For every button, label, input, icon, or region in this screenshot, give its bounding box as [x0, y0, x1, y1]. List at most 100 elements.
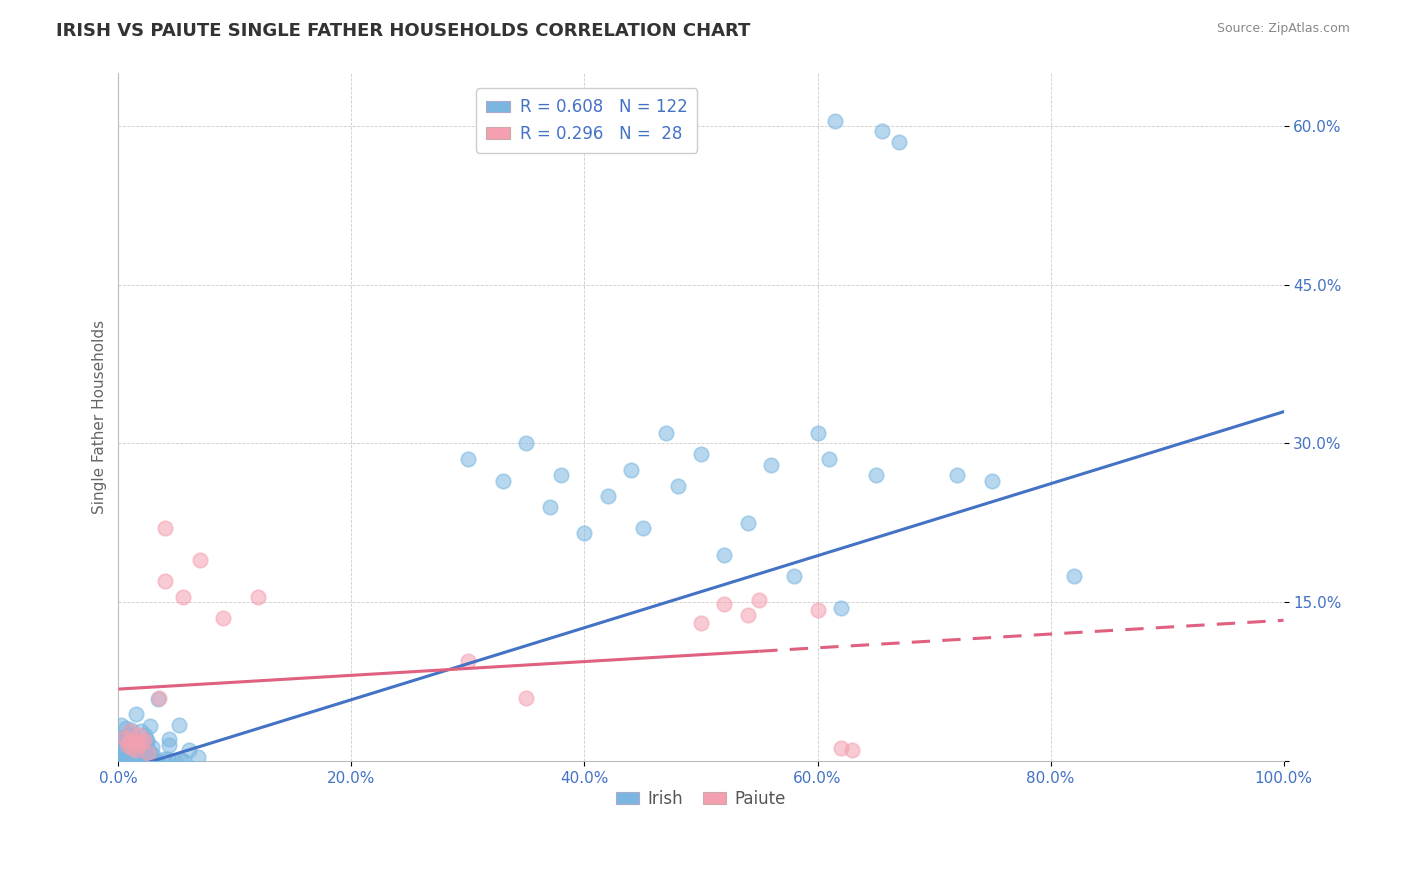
- Point: [187, 750, 209, 764]
- Point: [114, 752, 136, 766]
- Text: IRISH VS PAIUTE SINGLE FATHER HOUSEHOLDS CORRELATION CHART: IRISH VS PAIUTE SINGLE FATHER HOUSEHOLDS…: [56, 22, 751, 40]
- Point: [118, 735, 141, 749]
- Point: [824, 113, 846, 128]
- Point: [131, 745, 153, 759]
- Text: Source: ZipAtlas.com: Source: ZipAtlas.com: [1216, 22, 1350, 36]
- Point: [212, 611, 235, 625]
- Point: [457, 452, 479, 467]
- Point: [631, 521, 654, 535]
- Point: [841, 743, 863, 757]
- Point: [134, 728, 156, 742]
- Point: [138, 744, 160, 758]
- Point: [108, 754, 131, 768]
- Point: [981, 474, 1004, 488]
- Point: [157, 731, 180, 746]
- Point: [666, 479, 689, 493]
- Point: [713, 598, 735, 612]
- Point: [121, 735, 143, 749]
- Point: [118, 744, 141, 758]
- Point: [550, 468, 572, 483]
- Point: [108, 747, 131, 761]
- Point: [135, 735, 157, 749]
- Point: [108, 747, 131, 761]
- Point: [146, 691, 169, 706]
- Point: [125, 707, 148, 722]
- Point: [690, 447, 713, 461]
- Point: [129, 723, 152, 738]
- Point: [127, 752, 149, 766]
- Point: [748, 593, 770, 607]
- Point: [132, 752, 155, 766]
- Point: [108, 733, 131, 747]
- Point: [131, 740, 153, 755]
- Point: [887, 135, 910, 149]
- Point: [139, 718, 162, 732]
- Point: [115, 721, 138, 735]
- Point: [172, 590, 194, 604]
- Point: [115, 747, 138, 761]
- Point: [128, 728, 150, 742]
- Point: [122, 753, 145, 767]
- Point: [127, 738, 149, 752]
- Point: [121, 743, 143, 757]
- Point: [690, 616, 713, 631]
- Point: [153, 574, 176, 588]
- Point: [120, 723, 142, 738]
- Point: [157, 752, 180, 766]
- Point: [131, 753, 153, 767]
- Point: [492, 474, 515, 488]
- Point: [830, 741, 852, 756]
- Point: [134, 738, 156, 752]
- Point: [120, 724, 142, 739]
- Point: [124, 746, 146, 760]
- Point: [112, 732, 135, 747]
- Point: [117, 728, 139, 742]
- Point: [111, 750, 134, 764]
- Point: [134, 748, 156, 763]
- Point: [148, 690, 170, 705]
- Point: [515, 690, 537, 705]
- Point: [112, 748, 135, 763]
- Point: [783, 569, 806, 583]
- Point: [620, 463, 643, 477]
- Point: [131, 735, 153, 749]
- Point: [515, 436, 537, 450]
- Point: [135, 733, 157, 747]
- Point: [110, 742, 132, 756]
- Point: [138, 754, 160, 768]
- Point: [737, 516, 759, 530]
- Point: [122, 740, 145, 755]
- Point: [170, 753, 193, 767]
- Point: [655, 425, 678, 440]
- Point: [114, 742, 136, 756]
- Point: [117, 752, 139, 766]
- Point: [1063, 569, 1085, 583]
- Point: [163, 754, 186, 768]
- Point: [136, 750, 159, 764]
- Point: [596, 490, 619, 504]
- Point: [117, 730, 139, 744]
- Point: [157, 738, 180, 752]
- Point: [122, 734, 145, 748]
- Point: [141, 739, 163, 754]
- Point: [108, 738, 131, 752]
- Point: [737, 607, 759, 622]
- Point: [110, 718, 132, 732]
- Point: [132, 732, 155, 747]
- Point: [121, 729, 143, 743]
- Point: [118, 733, 141, 747]
- Point: [117, 727, 139, 741]
- Point: [118, 752, 141, 766]
- Point: [120, 747, 142, 761]
- Point: [122, 753, 145, 767]
- Point: [145, 754, 167, 768]
- Point: [713, 548, 735, 562]
- Point: [128, 754, 150, 768]
- Point: [115, 738, 138, 752]
- Point: [110, 731, 132, 746]
- Point: [806, 603, 828, 617]
- Point: [121, 750, 143, 764]
- Point: [946, 468, 969, 483]
- Point: [117, 751, 139, 765]
- Point: [110, 754, 132, 768]
